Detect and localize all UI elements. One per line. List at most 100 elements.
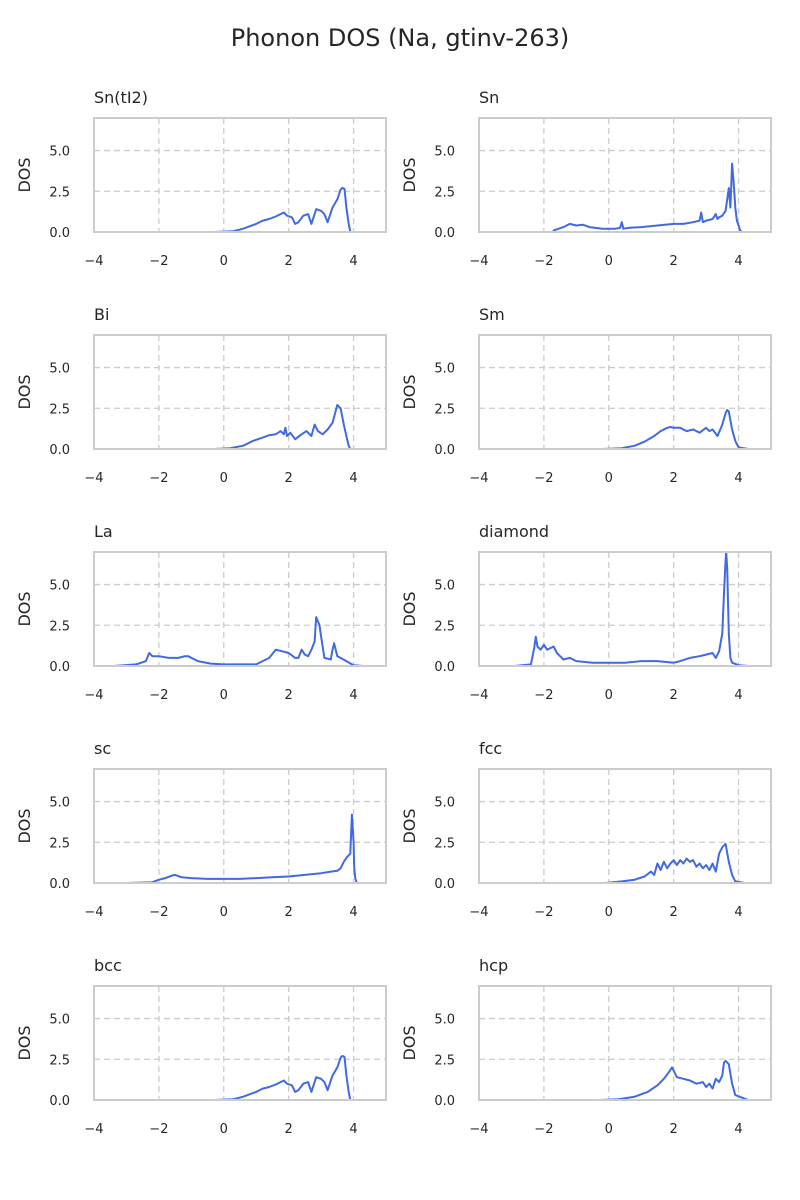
y-tick-label: 0.0 (434, 660, 455, 675)
axes-frame (478, 551, 772, 667)
x-tick-label: −4 (84, 471, 103, 486)
dos-curve (601, 408, 750, 449)
x-tick-label: 0 (605, 1122, 613, 1137)
x-tick-label: −2 (534, 1122, 553, 1137)
x-tick-label: 0 (605, 254, 613, 269)
panel-3: Bi DOS 0.0 2.5 5.0 −4 −2 0 2 4 (15, 305, 387, 486)
x-tick-label: −4 (469, 688, 488, 703)
panel-title: Sn(tI2) (94, 88, 148, 107)
x-tick-label: 4 (349, 254, 357, 269)
y-tick-label: 5.0 (49, 1013, 70, 1028)
y-tick-label: 5.0 (49, 796, 70, 811)
x-tick-label: −4 (84, 254, 103, 269)
panel-7: sc DOS 0.0 2.5 5.0 −4 −2 0 2 4 (15, 739, 387, 920)
y-tick-label: 0.0 (434, 443, 455, 458)
axes-frame (93, 117, 387, 233)
panel-title: Sm (479, 305, 505, 324)
panel-8: fcc DOS 0.0 2.5 5.0 −4 −2 0 2 4 (400, 739, 772, 920)
y-tick-label: 2.5 (434, 836, 455, 851)
axes-frame (93, 985, 387, 1101)
panel-4: Sm DOS 0.0 2.5 5.0 −4 −2 0 2 4 (400, 305, 772, 486)
dos-curve (598, 1059, 750, 1100)
x-tick-label: 4 (349, 1122, 357, 1137)
x-tick-label: 0 (605, 688, 613, 703)
y-axis-label: DOS (15, 157, 34, 192)
x-tick-label: 2 (285, 688, 293, 703)
x-tick-label: −4 (469, 1122, 488, 1137)
y-tick-label: 0.0 (49, 660, 70, 675)
y-tick-label: 0.0 (49, 877, 70, 892)
x-tick-label: −2 (149, 688, 168, 703)
figure-title: Phonon DOS (Na, gtinv-263) (231, 24, 570, 52)
axes-frame (478, 334, 772, 450)
x-tick-label: 4 (349, 688, 357, 703)
x-tick-label: 4 (734, 688, 742, 703)
x-tick-label: 2 (670, 905, 678, 920)
y-axis-label: DOS (400, 1025, 419, 1060)
dos-curve (112, 616, 365, 666)
y-axis-label: DOS (15, 808, 34, 843)
x-tick-label: 2 (670, 254, 678, 269)
x-tick-label: −4 (84, 905, 103, 920)
x-tick-label: 2 (670, 1122, 678, 1137)
x-tick-label: −4 (84, 1122, 103, 1137)
x-tick-label: −2 (149, 905, 168, 920)
panel-title: fcc (479, 739, 502, 758)
dos-curve (513, 552, 750, 666)
x-tick-label: 0 (605, 471, 613, 486)
dos-curve (552, 162, 756, 232)
y-axis-label: DOS (400, 157, 419, 192)
y-tick-label: 2.5 (434, 1053, 455, 1068)
panel-title: bcc (94, 956, 122, 975)
y-tick-label: 2.5 (49, 185, 70, 200)
x-tick-label: 2 (285, 1122, 293, 1137)
dos-curve (213, 1055, 365, 1100)
x-tick-label: 0 (220, 905, 228, 920)
x-tick-label: 0 (605, 905, 613, 920)
panel-title: diamond (479, 522, 549, 541)
y-tick-label: 5.0 (49, 362, 70, 377)
panel-title: hcp (479, 956, 508, 975)
x-tick-label: 4 (349, 471, 357, 486)
x-tick-label: 4 (734, 1122, 742, 1137)
x-tick-label: 2 (285, 905, 293, 920)
x-tick-label: −2 (534, 905, 553, 920)
axes-frame (93, 768, 387, 884)
y-tick-label: 5.0 (434, 1013, 455, 1028)
x-tick-label: 4 (734, 471, 742, 486)
x-tick-label: 4 (349, 905, 357, 920)
panel-title: La (94, 522, 113, 541)
axes-frame (478, 117, 772, 233)
y-tick-label: 5.0 (49, 145, 70, 160)
panel-10: hcp DOS 0.0 2.5 5.0 −4 −2 0 2 4 (400, 956, 772, 1137)
y-tick-label: 5.0 (49, 579, 70, 594)
panel-title: Bi (94, 305, 109, 324)
y-tick-label: 2.5 (49, 402, 70, 417)
dos-curve (213, 404, 361, 449)
x-tick-label: −2 (534, 471, 553, 486)
y-axis-label: DOS (15, 374, 34, 409)
panel-5: La DOS 0.0 2.5 5.0 −4 −2 0 2 4 (15, 522, 387, 703)
y-tick-label: 5.0 (434, 362, 455, 377)
y-tick-label: 0.0 (49, 443, 70, 458)
y-tick-label: 5.0 (434, 796, 455, 811)
panel-grid: Sn(tI2) DOS 0.0 2.5 5.0 −4 −2 0 2 4 Sn DOS 0.0 2.5 5.0… (15, 88, 772, 1137)
y-tick-label: 0.0 (49, 1094, 70, 1109)
y-tick-label: 2.5 (434, 619, 455, 634)
y-tick-label: 2.5 (49, 836, 70, 851)
x-tick-label: −2 (149, 471, 168, 486)
axes-frame (478, 985, 772, 1101)
x-tick-label: 2 (285, 254, 293, 269)
y-tick-label: 0.0 (49, 226, 70, 241)
x-tick-label: −2 (149, 254, 168, 269)
y-axis-label: DOS (400, 808, 419, 843)
x-tick-label: 4 (734, 254, 742, 269)
x-tick-label: −2 (534, 688, 553, 703)
x-tick-label: −2 (534, 254, 553, 269)
x-tick-label: −4 (469, 905, 488, 920)
y-tick-label: 0.0 (434, 877, 455, 892)
y-tick-label: 2.5 (49, 1053, 70, 1068)
panel-title: Sn (479, 88, 499, 107)
dos-curve (604, 842, 746, 883)
